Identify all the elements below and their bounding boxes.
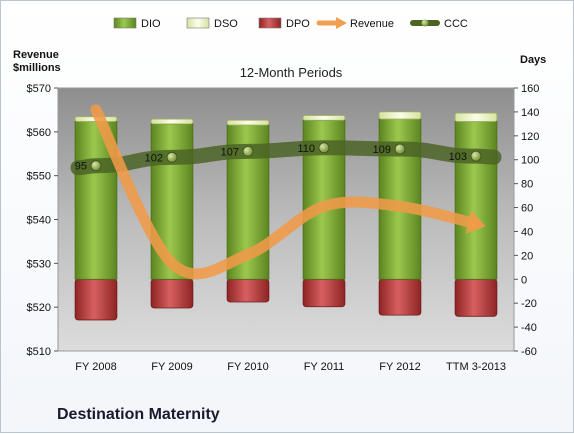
ccc-point bbox=[166, 151, 178, 163]
dpo-bar bbox=[150, 278, 194, 309]
ccc-data-label: 110 bbox=[297, 143, 315, 155]
legend-swatch bbox=[113, 17, 137, 29]
legend-label: DSO bbox=[214, 18, 238, 30]
dpo-bar bbox=[302, 278, 346, 308]
left-axis: $510 $520 $530 $540 $550 $560 $570 bbox=[27, 83, 58, 358]
dpo-bar bbox=[226, 278, 270, 303]
legend-swatch bbox=[186, 17, 210, 29]
left-axis-label-line1: Revenue bbox=[13, 49, 59, 61]
revenue-arrowhead bbox=[465, 210, 486, 234]
left-tick-label: $510 bbox=[27, 346, 51, 358]
right-tick-label: 0 bbox=[521, 274, 527, 286]
right-tick-label: -40 bbox=[521, 322, 537, 334]
right-axis-label: Days bbox=[520, 54, 546, 66]
right-tick-label: -60 bbox=[521, 346, 537, 358]
dso-bar bbox=[454, 112, 498, 122]
revenue-line bbox=[90, 104, 482, 280]
dio-bar bbox=[454, 121, 498, 280]
ccc-data-label: 107 bbox=[221, 146, 239, 158]
left-tick-label: $520 bbox=[27, 302, 51, 314]
legend-label: Revenue bbox=[350, 18, 394, 30]
left-axis-label-line2: $millions bbox=[13, 62, 61, 74]
right-tick-label: 100 bbox=[521, 155, 539, 167]
legend-label: DPO bbox=[286, 18, 310, 30]
right-tick-label: 20 bbox=[521, 250, 533, 262]
left-tick-label: $540 bbox=[27, 215, 51, 227]
dso-bar bbox=[226, 119, 270, 126]
ccc-data-labels: 95 102 107 110 109 103 bbox=[75, 143, 467, 173]
dpo-bar bbox=[378, 278, 422, 316]
ccc-point bbox=[318, 142, 330, 154]
ccc-data-label: 103 bbox=[449, 151, 467, 163]
dso-bar bbox=[150, 118, 194, 125]
left-tick-label: $560 bbox=[27, 127, 51, 139]
legend-label: DIO bbox=[141, 18, 161, 30]
ccc-point bbox=[90, 160, 102, 172]
x-tick-label: FY 2011 bbox=[304, 361, 345, 373]
x-tick-label: FY 2008 bbox=[75, 361, 116, 373]
dpo-bar bbox=[454, 278, 498, 317]
left-tick-label: $570 bbox=[27, 83, 51, 95]
right-tick-label: 120 bbox=[521, 131, 539, 143]
dso-bar bbox=[302, 115, 346, 121]
right-tick-label: 60 bbox=[521, 203, 533, 215]
legend-label: CCC bbox=[444, 18, 468, 30]
dpo-bar bbox=[74, 278, 118, 321]
right-tick-label: 40 bbox=[521, 226, 533, 238]
legend-arrowhead bbox=[336, 17, 347, 29]
revenue-series bbox=[90, 104, 486, 280]
ccc-data-label: 102 bbox=[145, 152, 163, 164]
right-tick-label: 160 bbox=[521, 83, 539, 95]
ccc-data-label: 95 bbox=[75, 161, 87, 173]
dso-bar bbox=[378, 111, 422, 120]
x-tick-label: FY 2010 bbox=[227, 361, 268, 373]
left-tick-label: $550 bbox=[27, 171, 51, 183]
ccc-data-label: 109 bbox=[373, 144, 391, 156]
ccc-point bbox=[394, 143, 406, 155]
right-axis: -60 -40 -20 0 20 40 60 80 100 120 140 160 bbox=[514, 83, 539, 358]
ccc-point bbox=[242, 145, 254, 157]
legend-dot bbox=[421, 19, 429, 27]
left-tick-label: $530 bbox=[27, 258, 51, 270]
x-tick-label: FY 2012 bbox=[379, 361, 420, 373]
right-tick-label: -20 bbox=[521, 298, 537, 310]
x-tick-label: TTM 3-2013 bbox=[446, 361, 506, 373]
x-axis: FY 2008 FY 2009 FY 2010 FY 2011 FY 2012 TTM 3… bbox=[75, 361, 506, 373]
legend: DIO DSO DPO Revenue CCC bbox=[113, 17, 468, 30]
ccc-point bbox=[470, 150, 482, 162]
company-title: Destination Maternity bbox=[57, 406, 220, 423]
chart-title: 12-Month Periods bbox=[240, 65, 343, 80]
right-tick-label: 140 bbox=[521, 107, 539, 119]
right-tick-label: 80 bbox=[521, 179, 533, 191]
legend-swatch bbox=[258, 17, 282, 29]
x-tick-label: FY 2009 bbox=[151, 361, 192, 373]
